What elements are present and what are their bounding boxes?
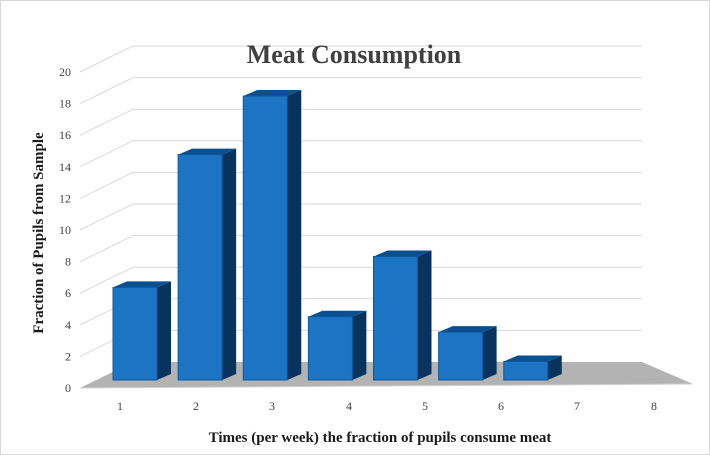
x-tick-label: 1 bbox=[117, 399, 123, 413]
bar bbox=[112, 281, 171, 381]
bar-side bbox=[287, 90, 302, 380]
gridline bbox=[79, 171, 642, 199]
x-tick-label: 5 bbox=[422, 399, 428, 413]
gridline bbox=[79, 266, 642, 294]
bar bbox=[503, 355, 562, 381]
x-tick-label: 3 bbox=[269, 399, 275, 413]
bar bbox=[373, 250, 432, 381]
bar-side bbox=[547, 355, 562, 380]
y-tick-label: 0 bbox=[65, 381, 71, 395]
gridline bbox=[79, 108, 642, 136]
bar bbox=[307, 310, 367, 381]
y-tick-label: 6 bbox=[65, 286, 71, 300]
x-tick-label: 2 bbox=[193, 399, 199, 413]
x-tick-label: 6 bbox=[498, 399, 504, 413]
gridline bbox=[79, 140, 642, 168]
bar-front bbox=[242, 95, 288, 381]
bar-front bbox=[307, 316, 353, 381]
bar-front bbox=[373, 256, 418, 381]
bar-front bbox=[177, 154, 223, 381]
y-tick-label: 20 bbox=[59, 65, 71, 79]
y-tick-label: 2 bbox=[65, 349, 71, 363]
bar-top bbox=[308, 310, 367, 317]
y-tick-label: 4 bbox=[65, 318, 71, 332]
bar-front bbox=[438, 331, 484, 381]
x-axis-label: Times (per week) the fraction of pupils … bbox=[209, 430, 552, 446]
bar bbox=[177, 148, 237, 381]
bar-top bbox=[178, 148, 237, 155]
bar-top bbox=[243, 90, 302, 96]
bar-side bbox=[482, 326, 497, 380]
bar-side bbox=[157, 281, 171, 380]
x-tick-label: 8 bbox=[651, 399, 657, 413]
bar-side bbox=[417, 250, 432, 380]
y-axis-label: Fraction of Pupils from Sample bbox=[31, 132, 47, 334]
bar-front bbox=[112, 286, 158, 381]
y-tick-labels: 0 2 4 6 8 10 12 14 16 18 20 bbox=[59, 65, 71, 395]
x-tick-labels: 1 2 3 4 5 6 7 8 bbox=[117, 399, 657, 413]
bar-side bbox=[222, 148, 237, 380]
x-tick-label: 7 bbox=[574, 399, 580, 413]
gridline bbox=[79, 203, 642, 231]
bar-top bbox=[503, 355, 562, 362]
y-tick-label: 18 bbox=[59, 97, 71, 111]
bars bbox=[112, 90, 562, 381]
chart-title: Meat Consumption bbox=[247, 40, 462, 69]
gridline bbox=[79, 235, 642, 263]
bar-top bbox=[438, 326, 497, 333]
x-tick-label: 4 bbox=[346, 399, 352, 413]
bar-side bbox=[352, 310, 367, 380]
y-tick-label: 10 bbox=[59, 223, 71, 237]
bar-front bbox=[503, 360, 549, 381]
bar bbox=[438, 326, 497, 381]
floor-edge bbox=[79, 383, 694, 389]
bar-top bbox=[113, 281, 171, 288]
gridline bbox=[79, 77, 642, 105]
y-tick-label: 14 bbox=[59, 160, 71, 174]
gridline bbox=[79, 45, 642, 73]
y-tick-label: 8 bbox=[65, 255, 71, 269]
y-tick-label: 12 bbox=[59, 191, 71, 205]
y-tick-label: 16 bbox=[59, 128, 71, 142]
bar bbox=[242, 90, 302, 381]
bar-top bbox=[373, 250, 432, 257]
